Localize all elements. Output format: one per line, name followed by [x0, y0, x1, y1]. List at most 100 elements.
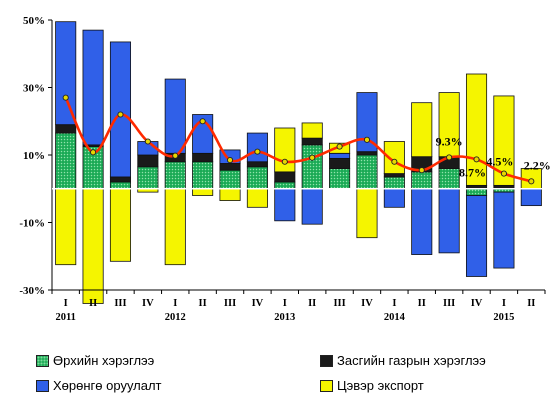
- bar-segment-1: [219, 163, 241, 171]
- growth-point: [90, 149, 97, 156]
- bar-segment-0: [465, 188, 488, 196]
- growth-point: [226, 157, 234, 164]
- bar-segment-3: [246, 188, 268, 208]
- bar-segment-1: [383, 173, 405, 178]
- quarter-label: I: [64, 298, 68, 309]
- bar-segment-0: [246, 166, 268, 190]
- quarter-label: IV: [252, 298, 264, 309]
- y-tick-label: 10%: [23, 150, 45, 162]
- bar-segment-0: [219, 169, 241, 190]
- growth-point: [281, 158, 288, 165]
- bar-segment-0: [356, 154, 378, 190]
- bar-segment-0: [438, 168, 460, 190]
- bar-segment-2: [164, 78, 186, 154]
- growth-point: [418, 167, 425, 174]
- bar-segment-0: [411, 171, 433, 190]
- bar-segment-1: [55, 124, 77, 134]
- growth-point: [363, 136, 371, 143]
- quarter-label: IV: [142, 298, 154, 309]
- growth-point: [62, 94, 69, 101]
- bar-segment-1: [192, 152, 214, 163]
- growth-point: [117, 111, 124, 118]
- bar-segment-0: [137, 166, 159, 190]
- growth-point: [528, 178, 535, 185]
- quarter-label: I: [173, 298, 177, 309]
- quarter-label: III: [333, 298, 345, 309]
- bar-segment-2: [356, 92, 378, 153]
- bar-segment-3: [274, 127, 296, 173]
- bar-segment-2: [465, 195, 488, 277]
- bar-segment-0: [55, 132, 77, 190]
- growth-point: [172, 152, 179, 159]
- bar-segment-2: [329, 152, 351, 159]
- bar-segment-2: [246, 132, 268, 163]
- growth-point: [473, 156, 480, 163]
- bar-segment-3: [411, 102, 433, 158]
- y-tick-label: -10%: [19, 218, 45, 230]
- bar-segment-2: [411, 188, 433, 255]
- quarter-label: I: [502, 298, 506, 309]
- bar-segment-3: [164, 188, 186, 266]
- bar-segment-0: [192, 161, 214, 190]
- bar-segment-3: [219, 188, 241, 201]
- quarter-label: II: [199, 298, 207, 309]
- year-label: 2012: [165, 312, 186, 323]
- data-label: 8.7%: [459, 165, 486, 179]
- bar-segment-0: [301, 144, 323, 190]
- bar-segment-1: [274, 171, 296, 183]
- bar-segment-1: [356, 151, 378, 156]
- bar-segment-1: [329, 157, 351, 169]
- growth-point: [446, 154, 453, 161]
- bar-segment-1: [137, 154, 159, 168]
- quarter-label: III: [443, 298, 455, 309]
- bar-segment-3: [109, 188, 132, 262]
- bar-segment-2: [274, 188, 296, 222]
- data-label: 4.5%: [486, 155, 513, 169]
- bar-segment-0: [329, 168, 351, 190]
- quarter-label: II: [418, 298, 426, 309]
- growth-point: [500, 170, 507, 177]
- quarter-label: III: [224, 298, 236, 309]
- bar-segment-2: [383, 188, 405, 208]
- growth-point: [391, 158, 398, 165]
- growth-point: [144, 138, 151, 145]
- bar-segment-3: [301, 122, 323, 139]
- bar-segment-1: [109, 176, 132, 183]
- bar-segment-3: [493, 95, 515, 186]
- bar-segment-2: [438, 188, 460, 254]
- quarter-label: II: [89, 298, 97, 309]
- quarter-label: III: [114, 298, 126, 309]
- growth-point: [199, 118, 206, 125]
- bar-segment-3: [55, 188, 77, 266]
- data-label: 9.3%: [436, 134, 463, 148]
- y-tick-label: -30%: [19, 285, 45, 297]
- bar-segment-2: [82, 29, 104, 146]
- y-tick-label: 30%: [23, 83, 45, 95]
- bar-segment-3: [356, 188, 378, 239]
- y-tick-label: 50%: [23, 15, 45, 27]
- bar-segment-1: [301, 137, 323, 146]
- bar-segment-2: [301, 188, 323, 225]
- bar-segment-0: [383, 176, 405, 190]
- quarter-label: I: [392, 298, 396, 309]
- bar-segment-0: [109, 181, 132, 190]
- quarter-label: IV: [471, 298, 483, 309]
- bar-segment-2: [520, 188, 542, 207]
- quarter-label: II: [527, 298, 535, 309]
- bar-segment-0: [274, 181, 296, 190]
- bar-segment-3: [192, 188, 214, 196]
- bar-segment-2: [109, 41, 132, 178]
- bar-segment-3: [82, 188, 104, 304]
- quarter-label: II: [308, 298, 316, 309]
- quarter-label: I: [283, 298, 287, 309]
- year-label: 2011: [55, 312, 75, 323]
- bar-segment-2: [55, 21, 77, 126]
- bar-segment-2: [493, 191, 515, 269]
- year-label: 2014: [384, 312, 406, 323]
- quarter-label: IV: [361, 298, 373, 309]
- growth-point: [309, 154, 316, 161]
- bar-segment-0: [164, 161, 186, 190]
- growth-point: [336, 143, 343, 150]
- year-label: 2015: [493, 312, 514, 323]
